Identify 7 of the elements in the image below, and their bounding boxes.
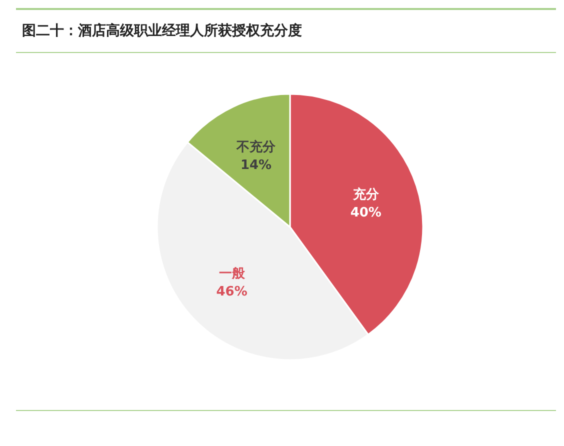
slice-label: 充分 [352,186,380,202]
data-label: 46% [216,284,248,300]
slice-label: 一般 [218,266,246,282]
slice-label: 不充分 [236,138,277,155]
data-label: 40% [350,205,382,220]
chart-title: 图二十：酒店高级职业经理人所获授权充分度 [22,22,302,40]
data-label: 14% [240,158,272,173]
